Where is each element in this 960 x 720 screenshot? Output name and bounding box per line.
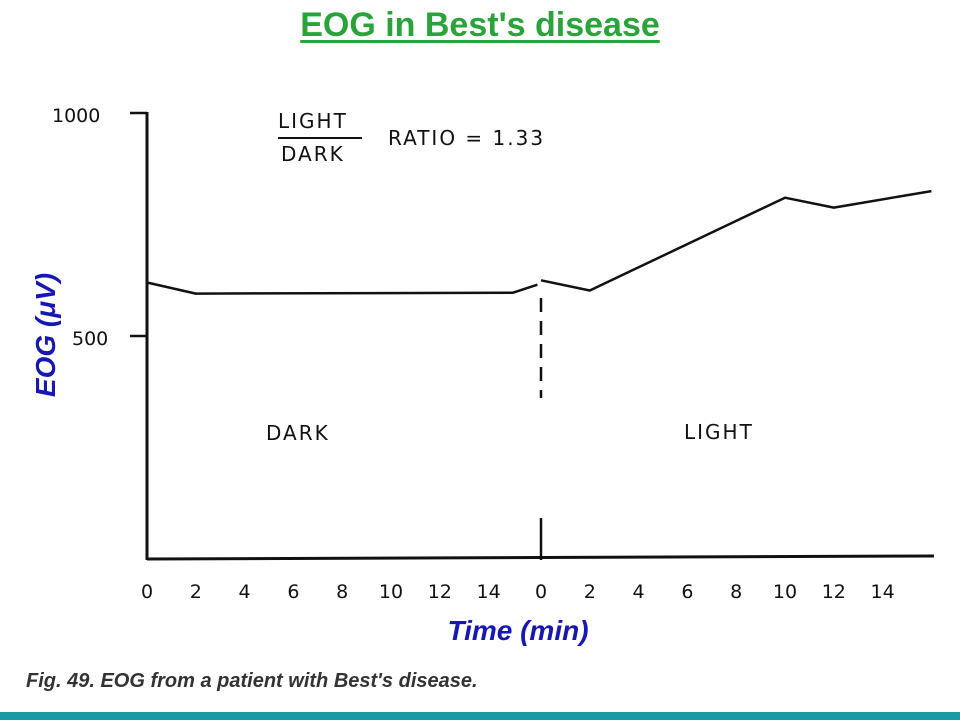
x-tick-label: 10 xyxy=(379,581,403,603)
x-tick-label: 0 xyxy=(535,581,547,603)
slide-title-wrap: EOG in Best's disease xyxy=(0,6,960,45)
phase-label-light: LIGHT xyxy=(684,420,754,444)
slide-title: EOG in Best's disease xyxy=(300,6,660,44)
x-tick-label: 2 xyxy=(584,581,596,603)
x-tick-label: 6 xyxy=(681,581,693,603)
x-tick-label: 14 xyxy=(477,581,501,603)
data-lines xyxy=(146,189,932,295)
x-tick-labels: 0 2 4 6 8 10 12 14 0 2 4 6 8 10 12 14 xyxy=(141,581,895,603)
bottom-rule xyxy=(0,712,960,720)
x-tick-label: 4 xyxy=(239,581,251,603)
series-line-dark xyxy=(146,281,538,295)
ratio-value: RATIO = 1.33 xyxy=(388,126,545,150)
x-axis-title: Time (min) xyxy=(447,615,588,646)
series-line-light xyxy=(540,189,932,292)
y-axis-title: EOG (μV) xyxy=(30,273,61,397)
y-tick-label-500: 500 xyxy=(72,328,108,350)
x-tick-label: 12 xyxy=(822,581,846,603)
x-tick-label: 10 xyxy=(773,581,797,603)
x-tick-label: 8 xyxy=(730,581,742,603)
figure-caption: Fig. 49. EOG from a patient with Best's … xyxy=(26,670,478,692)
phase-label-dark: DARK xyxy=(266,421,330,445)
x-tick-label: 14 xyxy=(871,581,895,603)
x-tick-label: 2 xyxy=(190,581,202,603)
x-tick-label: 12 xyxy=(428,581,452,603)
y-tick-label-1000: 1000 xyxy=(52,105,100,127)
x-tick-label: 4 xyxy=(633,581,645,603)
axes xyxy=(130,111,935,561)
ratio-numerator: LIGHT xyxy=(278,109,348,133)
x-tick-label: 8 xyxy=(336,581,348,603)
x-tick-label: 6 xyxy=(287,581,299,603)
x-tick-label: 0 xyxy=(141,581,153,603)
ratio-annotation: LIGHT DARK RATIO = 1.33 xyxy=(278,109,545,166)
ratio-denominator: DARK xyxy=(281,142,345,166)
